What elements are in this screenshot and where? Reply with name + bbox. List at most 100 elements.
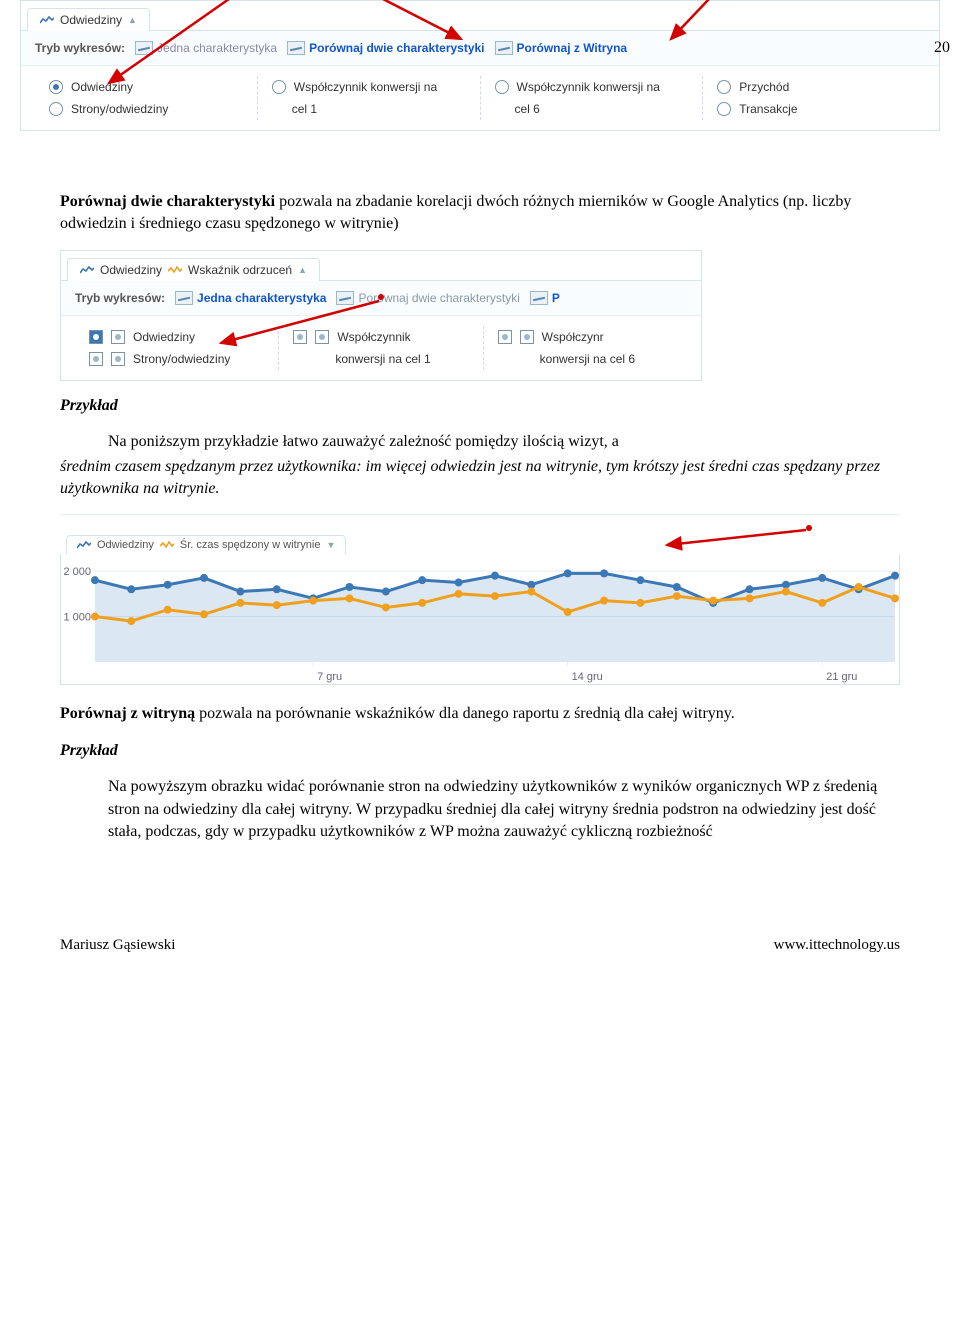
chart-series2-label: Śr. czas spędzony w witrynie xyxy=(180,539,321,551)
comparison-chart: Odwiedziny Śr. czas spędzony w witrynie … xyxy=(60,514,900,685)
mode-label: Tryb wykresów: xyxy=(75,291,165,305)
col-2: Współczynnik konwersji na cel 1 xyxy=(279,326,483,370)
chart-series1-label: Odwiedziny xyxy=(97,539,154,551)
page-footer: Mariusz Gąsiewski www.ittechnology.us xyxy=(0,897,960,974)
para-example-1-cont: średnim czasem spędzanym przez użytkowni… xyxy=(60,456,900,501)
svg-text:14 gru: 14 gru xyxy=(572,671,603,683)
opt-label: Odwiedziny xyxy=(71,80,133,94)
para-example-1-text-a: Na poniższym przykładzie łatwo zauważyć … xyxy=(108,433,619,450)
mode-single[interactable]: Jedna charakterystyka xyxy=(175,291,326,305)
tab-odwiedziny[interactable]: Odwiedziny ▲ xyxy=(27,8,150,31)
radio-icon xyxy=(49,102,63,116)
para-rest: pozwala na porównanie wskaźników dla dan… xyxy=(195,705,735,722)
opt-label: Współczynnik konwersji na xyxy=(517,80,660,94)
opt-label: Współczynnik xyxy=(337,330,410,344)
square-icon xyxy=(520,330,534,344)
col-1: Odwiedziny Strony/odwiedziny xyxy=(35,76,258,120)
chevron-down-icon: ▼ xyxy=(326,540,335,550)
mode-compare-two-label: Porównaj dwie charakterystyki xyxy=(358,291,519,305)
para-compare-two: Porównaj dwie charakterystyki pozwala na… xyxy=(60,191,900,236)
opt-odwiedziny[interactable]: Odwiedziny xyxy=(49,76,243,98)
opt-label: cel 6 xyxy=(515,102,540,116)
opt-przychod[interactable]: Przychód xyxy=(717,76,911,98)
line-chart-svg: 2 0001 0007 gru14 gru21 gru xyxy=(61,554,899,684)
opt-cel6[interactable]: Współczynnik konwersji na xyxy=(495,76,689,98)
sparkline-icon xyxy=(40,15,54,25)
mini-chart-icon xyxy=(175,291,193,305)
svg-text:2 000: 2 000 xyxy=(64,566,91,578)
col-4: Przychód Transakcje xyxy=(703,76,925,120)
sparkline-icon xyxy=(80,265,94,275)
opt-label: konwersji na cel 6 xyxy=(540,352,635,366)
col-3: Współczynnik konwersji na cel 6 xyxy=(481,76,704,120)
radio-icon xyxy=(272,80,286,94)
opt-transakcje[interactable]: Transakcje xyxy=(717,98,911,120)
opt-strony[interactable]: Strony/odwiedziny xyxy=(89,348,264,370)
col-3: Współczynr konwersji na cel 6 xyxy=(484,326,687,370)
square-selected-icon xyxy=(89,330,103,344)
radio-icon xyxy=(717,80,731,94)
radio-icon xyxy=(495,80,509,94)
opt-label: Przychód xyxy=(739,80,789,94)
panel-body: Odwiedziny Strony/odwiedziny Współczynni… xyxy=(61,316,701,380)
sparkline-icon xyxy=(77,540,91,550)
opt-cel1[interactable]: Współczynnik xyxy=(293,326,468,348)
ga-panel-1: Odwiedziny ▲ Tryb wykresów: Jedna charak… xyxy=(20,0,940,131)
opt-label: Strony/odwiedziny xyxy=(71,102,168,116)
mode-compare-two[interactable]: Porównaj dwie charakterystyki xyxy=(336,291,519,305)
col-1: Odwiedziny Strony/odwiedziny xyxy=(75,326,279,370)
para-compare-site: Porównaj z witryną pozwala na porównanie… xyxy=(60,703,900,725)
opt-label: Współczynnik konwersji na xyxy=(294,80,437,94)
square-icon xyxy=(315,330,329,344)
opt-label: Odwiedziny xyxy=(133,330,195,344)
para-example-2: Na powyższym obrazku widać porównanie st… xyxy=(108,776,900,843)
page-number: 20 xyxy=(0,39,960,65)
para-lead: Porównaj dwie charakterystyki xyxy=(60,193,275,210)
chevron-up-icon: ▲ xyxy=(128,15,137,25)
opt-cel1-sub: cel 1 xyxy=(272,98,466,120)
chevron-up-icon: ▲ xyxy=(298,265,307,275)
opt-label: Współczynr xyxy=(542,330,604,344)
tab-compare[interactable]: Odwiedziny Wskaźnik odrzuceń ▲ xyxy=(67,258,320,281)
square-icon xyxy=(89,352,103,366)
sparkline-icon xyxy=(160,540,174,550)
opt-label: cel 1 xyxy=(292,102,317,116)
square-icon xyxy=(111,330,125,344)
radio-selected-icon xyxy=(49,80,63,94)
opt-cel6-sub: cel 6 xyxy=(495,98,689,120)
para-lead: Porównaj z witryną xyxy=(60,705,195,722)
opt-label: Strony/odwiedziny xyxy=(133,352,230,366)
footer-url: www.ittechnology.us xyxy=(774,937,900,954)
opt-cel1-sub: konwersji na cel 1 xyxy=(293,348,468,370)
sparkline-icon xyxy=(168,265,182,275)
ga-panel-2: Odwiedziny Wskaźnik odrzuceń ▲ Tryb wykr… xyxy=(60,250,702,381)
svg-text:1 000: 1 000 xyxy=(64,612,91,624)
tab-series2: Wskaźnik odrzuceń xyxy=(188,263,292,277)
square-icon xyxy=(498,330,512,344)
square-icon xyxy=(111,352,125,366)
chart-tab[interactable]: Odwiedziny Śr. czas spędzony w witrynie … xyxy=(66,535,346,555)
col-2: Współczynnik konwersji na cel 1 xyxy=(258,76,481,120)
tab-label: Odwiedziny xyxy=(60,13,122,27)
example-heading-2: Przykład xyxy=(60,740,900,762)
mode-compare-site[interactable]: P xyxy=(530,291,560,305)
opt-strony[interactable]: Strony/odwiedziny xyxy=(49,98,243,120)
annotation-arrow-icon xyxy=(659,523,819,553)
mode-strip: Tryb wykresów: Jedna charakterystyka Por… xyxy=(61,281,701,316)
opt-cel1[interactable]: Współczynnik konwersji na xyxy=(272,76,466,98)
svg-text:21 gru: 21 gru xyxy=(826,671,857,683)
opt-label: konwersji na cel 1 xyxy=(335,352,430,366)
opt-odwiedziny[interactable]: Odwiedziny xyxy=(89,326,264,348)
opt-cel6[interactable]: Współczynr xyxy=(498,326,673,348)
panel-body: Odwiedziny Strony/odwiedziny Współczynni… xyxy=(21,66,939,130)
opt-label: Transakcje xyxy=(739,102,797,116)
tab-row: Odwiedziny Wskaźnik odrzuceń ▲ xyxy=(61,251,701,281)
tab-row: Odwiedziny ▲ xyxy=(21,1,939,31)
chart-area: 2 0001 0007 gru14 gru21 gru xyxy=(60,554,900,685)
footer-author: Mariusz Gąsiewski xyxy=(60,937,175,954)
square-icon xyxy=(293,330,307,344)
example-heading: Przykład xyxy=(60,395,900,417)
mode-single-label: Jedna charakterystyka xyxy=(197,291,326,305)
para-example-1-text-b: średnim czasem spędzanym przez użytkowni… xyxy=(60,458,880,497)
para-example-1: Na poniższym przykładzie łatwo zauważyć … xyxy=(108,431,900,453)
